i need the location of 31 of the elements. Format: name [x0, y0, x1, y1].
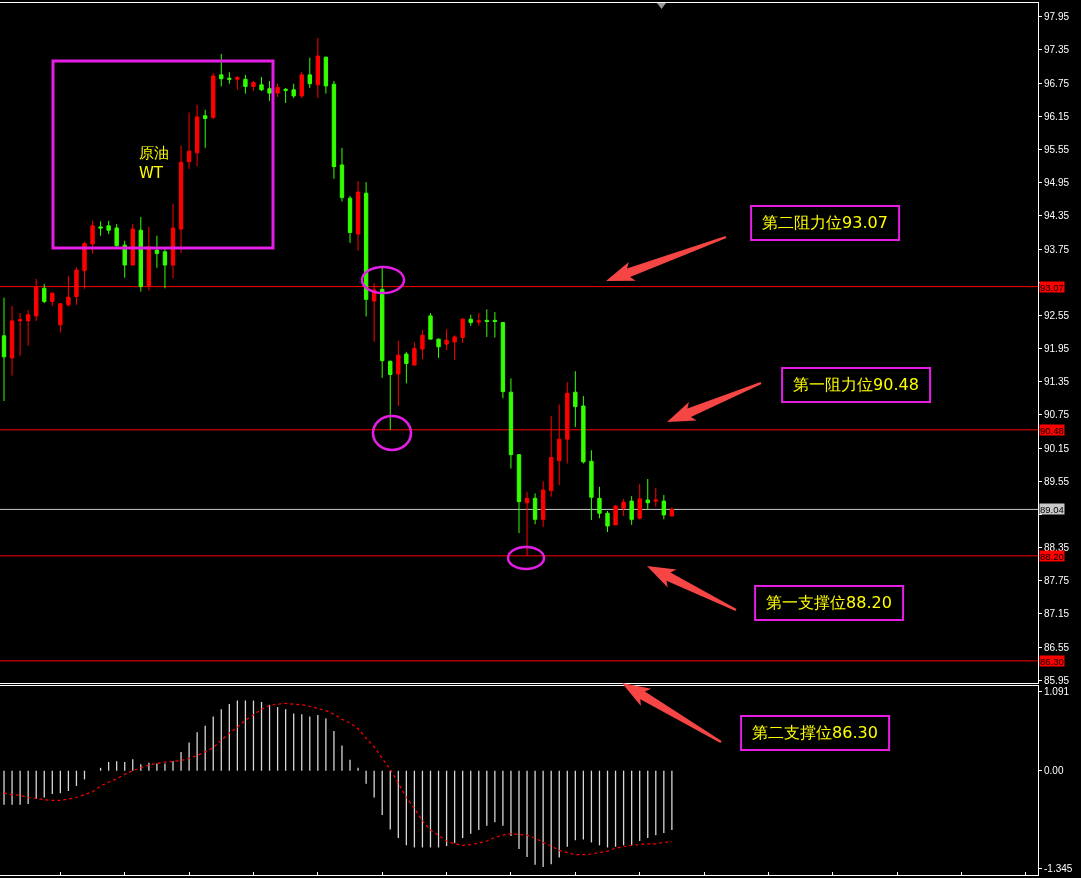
y-tick-label: 94.35	[1044, 210, 1070, 222]
text: 原油 WT	[138, 144, 169, 182]
y-tick-label: 94.95	[1044, 177, 1070, 189]
ref-line-label: 90.48	[1040, 424, 1064, 436]
y-tick-label: 97.95	[1044, 11, 1070, 23]
y-tick-label: 93.75	[1044, 243, 1070, 255]
y-tick-label: 87.75	[1044, 575, 1070, 587]
y-tick-label: 96.15	[1044, 110, 1070, 122]
ref-line-label: 88.20	[1040, 550, 1064, 562]
y-tick-label: 91.95	[1044, 343, 1070, 355]
y-tick-label: 92.55	[1044, 309, 1070, 321]
y-tick-label: 86.55	[1044, 641, 1070, 653]
ref-line-label: 93.07	[1040, 281, 1064, 293]
y-tick-label: 1.091	[1044, 686, 1070, 698]
y-tick-label: 90.15	[1044, 442, 1070, 454]
y-tick-label: 97.35	[1044, 44, 1070, 56]
y-tick-label: 90.75	[1044, 409, 1070, 421]
annotation: 第二支撑位86.30	[740, 715, 890, 751]
ref-line-label: 86.30	[1040, 655, 1064, 667]
annotation: 第一阻力位90.48	[781, 367, 931, 403]
y-tick-label: 0.00	[1044, 765, 1064, 777]
annotation: 第二阻力位93.07	[750, 205, 900, 241]
y-tick-label: 96.75	[1044, 77, 1070, 89]
annotation: 第一支撑位88.20	[754, 585, 904, 621]
y-tick-label: 85.95	[1044, 674, 1070, 686]
y-tick-label: 87.15	[1044, 608, 1070, 620]
y-tick-label: 91.35	[1044, 376, 1070, 388]
y-tick-label: 89.55	[1044, 475, 1070, 487]
y-tick-label: 95.55	[1044, 144, 1070, 155]
y-tick-label: -1.345	[1044, 862, 1073, 874]
ref-line-label: 89.04	[1040, 503, 1064, 515]
